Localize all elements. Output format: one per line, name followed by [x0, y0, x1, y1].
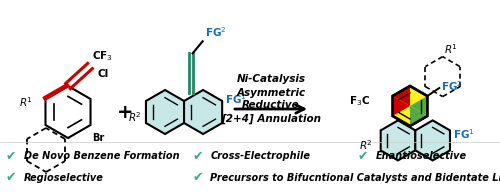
Text: Asymmetric: Asymmetric [236, 88, 306, 98]
Text: FG$^2$: FG$^2$ [442, 79, 463, 93]
Text: $R^1$: $R^1$ [19, 95, 33, 109]
Polygon shape [392, 86, 428, 126]
Polygon shape [410, 106, 428, 126]
Polygon shape [410, 96, 428, 116]
Text: [2+4] Annulation: [2+4] Annulation [221, 114, 321, 124]
Polygon shape [380, 120, 416, 160]
Text: CF$_3$: CF$_3$ [92, 49, 113, 63]
Text: FG$^1$: FG$^1$ [453, 127, 474, 141]
Text: Enantioselective: Enantioselective [376, 151, 466, 161]
Polygon shape [392, 86, 410, 106]
Polygon shape [392, 96, 410, 116]
Text: Br: Br [92, 133, 105, 143]
Text: ✔: ✔ [6, 171, 16, 184]
Text: ✔: ✔ [6, 150, 16, 163]
Text: FG$^1$: FG$^1$ [225, 92, 247, 106]
Text: ✔: ✔ [192, 150, 203, 163]
Text: ✔: ✔ [192, 171, 203, 184]
Text: $R^2$: $R^2$ [359, 139, 373, 152]
Polygon shape [184, 90, 222, 134]
Text: $R^2$: $R^2$ [128, 110, 142, 124]
Text: F$_3$C: F$_3$C [349, 94, 370, 108]
Text: Cl: Cl [98, 69, 109, 79]
Text: Ni-Catalysis: Ni-Catalysis [236, 74, 306, 84]
Text: Reductive: Reductive [242, 100, 300, 110]
Text: +: + [117, 102, 133, 121]
Text: Regioselective: Regioselective [24, 172, 104, 183]
Text: Precursors to Bifucntional Catalysts and Bidentate Ligands: Precursors to Bifucntional Catalysts and… [210, 172, 500, 183]
Text: De Novo Benzene Formation: De Novo Benzene Formation [24, 151, 180, 161]
Text: Cross-Electrophile: Cross-Electrophile [210, 151, 310, 161]
Text: FG$^2$: FG$^2$ [204, 25, 226, 39]
Text: $R^1$: $R^1$ [444, 42, 458, 55]
Text: ✔: ✔ [358, 150, 368, 163]
Polygon shape [146, 90, 184, 134]
Polygon shape [416, 120, 450, 160]
